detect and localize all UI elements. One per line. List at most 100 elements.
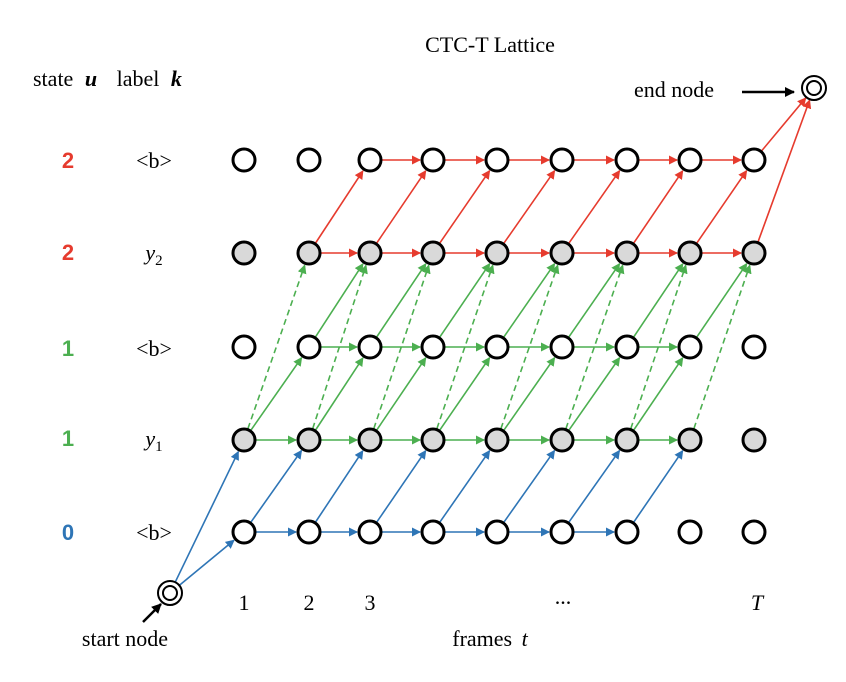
- frame-tick-2: 2: [304, 590, 315, 615]
- end-node-inner: [806, 80, 822, 96]
- edge-y1-to-blank1: [633, 356, 684, 431]
- lattice-node: [231, 427, 257, 453]
- lattice-node: [741, 334, 767, 360]
- frame-tick-1: 1: [239, 590, 250, 615]
- row-label-1: y2: [143, 240, 162, 269]
- lattice-node: [420, 147, 446, 173]
- lattice-node: [614, 519, 640, 545]
- lattice-nodes: [231, 147, 767, 545]
- lattice-node: [484, 334, 510, 360]
- lattice-node: [357, 334, 383, 360]
- edge-y1-to-y2-dashed: [565, 264, 625, 429]
- edge-start-blank: [178, 539, 235, 587]
- lattice-node: [296, 334, 322, 360]
- start-node-inner: [162, 585, 178, 601]
- edge-blank2-to-end: [761, 97, 807, 152]
- lattice-node: [614, 334, 640, 360]
- lattice-node: [677, 240, 703, 266]
- row-label-3: y1: [143, 426, 162, 455]
- row-label-4: <b>: [136, 520, 172, 545]
- edge-y2-to-blank2: [696, 169, 748, 244]
- end-node-label: end node: [634, 77, 714, 102]
- label-header-var: k: [171, 66, 182, 91]
- edge-y2-to-blank2: [439, 169, 491, 244]
- edge-y1-to-blank1: [503, 356, 556, 431]
- row-labels: 2 <b> 2 y2 1 <b> 1 y1 0 <b>: [62, 148, 172, 545]
- lattice-node: [231, 519, 257, 545]
- edge-blank0-to-y1: [376, 449, 427, 523]
- lattice-node: [420, 334, 446, 360]
- row-state-2: 1: [62, 336, 74, 361]
- row-label-0: <b>: [136, 148, 172, 173]
- edge-y2-to-blank2: [633, 169, 684, 244]
- start-node: [157, 580, 183, 606]
- edge-y1-to-y2-dashed: [630, 264, 688, 429]
- lattice-node: [231, 240, 257, 266]
- start-node-label: start node: [82, 626, 168, 651]
- lattice-node: [614, 147, 640, 173]
- edge-blank0-to-y1: [503, 449, 556, 523]
- frame-axis: 1 2 3 ... T frames t: [239, 584, 765, 651]
- frame-tick-T: T: [751, 590, 765, 615]
- lattice-node: [549, 334, 575, 360]
- edge-blank1-to-y2: [314, 263, 364, 338]
- lattice-node: [677, 427, 703, 453]
- edge-y1-to-blank1: [376, 356, 427, 431]
- edge-y1-to-blank1: [568, 356, 621, 431]
- lattice-node: [484, 519, 510, 545]
- edge-y2-to-blank2: [503, 169, 556, 244]
- edge-y1-to-y2-dashed: [693, 264, 752, 429]
- lattice-node: [549, 147, 575, 173]
- frame-tick-ellipsis: ...: [555, 584, 572, 609]
- lattice-node: [677, 147, 703, 173]
- edge-y1-to-blank1: [250, 356, 303, 431]
- lattice-node: [741, 240, 767, 266]
- edge-y1-to-y2-dashed: [247, 264, 307, 429]
- lattice-node: [357, 240, 383, 266]
- lattice-node: [677, 519, 703, 545]
- row-label-2: <b>: [136, 336, 172, 361]
- lattice-node: [420, 427, 446, 453]
- end-node: [801, 75, 827, 101]
- state-header-var: u: [85, 66, 97, 91]
- edge-blank1-to-y2: [696, 262, 748, 338]
- edge-y2-to-end: [757, 99, 812, 242]
- row-state-3: 1: [62, 426, 74, 451]
- edge-blank0-to-y1: [439, 449, 491, 523]
- row-state-1: 2: [62, 240, 74, 265]
- row-state-4: 0: [62, 520, 74, 545]
- edge-blank1-to-y2: [633, 262, 684, 338]
- lattice-node: [741, 427, 767, 453]
- edge-blank1-to-y2: [568, 262, 621, 338]
- edge-y1-to-y2-dashed: [500, 264, 560, 429]
- lattice-node: [741, 147, 767, 173]
- start-node-pointer-arrow: [142, 603, 162, 623]
- lattice-node: [420, 240, 446, 266]
- edge-start-y1: [174, 450, 240, 583]
- lattice-node: [296, 240, 322, 266]
- lattice-node: [357, 147, 383, 173]
- lattice-node: [484, 147, 510, 173]
- lattice-node: [231, 147, 257, 173]
- edge-blank0-to-y1: [314, 449, 364, 523]
- lattice-node: [420, 519, 446, 545]
- lattice-node: [484, 427, 510, 453]
- lattice-node: [296, 147, 322, 173]
- edge-blank0-to-y1: [568, 449, 621, 523]
- row-label-1-sub: 2: [155, 253, 163, 269]
- row-label-3-sub: 1: [155, 439, 163, 455]
- row-state-0: 2: [62, 148, 74, 173]
- edge-y2-to-blank2: [376, 169, 427, 244]
- frame-axis-label: frames t: [452, 626, 528, 651]
- lattice-node: [231, 334, 257, 360]
- label-header-label: label: [117, 66, 160, 91]
- edge-y1-to-y2-dashed: [436, 264, 495, 429]
- lattice-node: [677, 334, 703, 360]
- frame-tick-3: 3: [365, 590, 376, 615]
- edge-blank1-to-y2: [503, 262, 556, 338]
- edge-y1-to-y2-dashed: [373, 264, 431, 429]
- lattice-edges: [174, 97, 812, 587]
- lattice-node: [549, 240, 575, 266]
- lattice-node: [296, 519, 322, 545]
